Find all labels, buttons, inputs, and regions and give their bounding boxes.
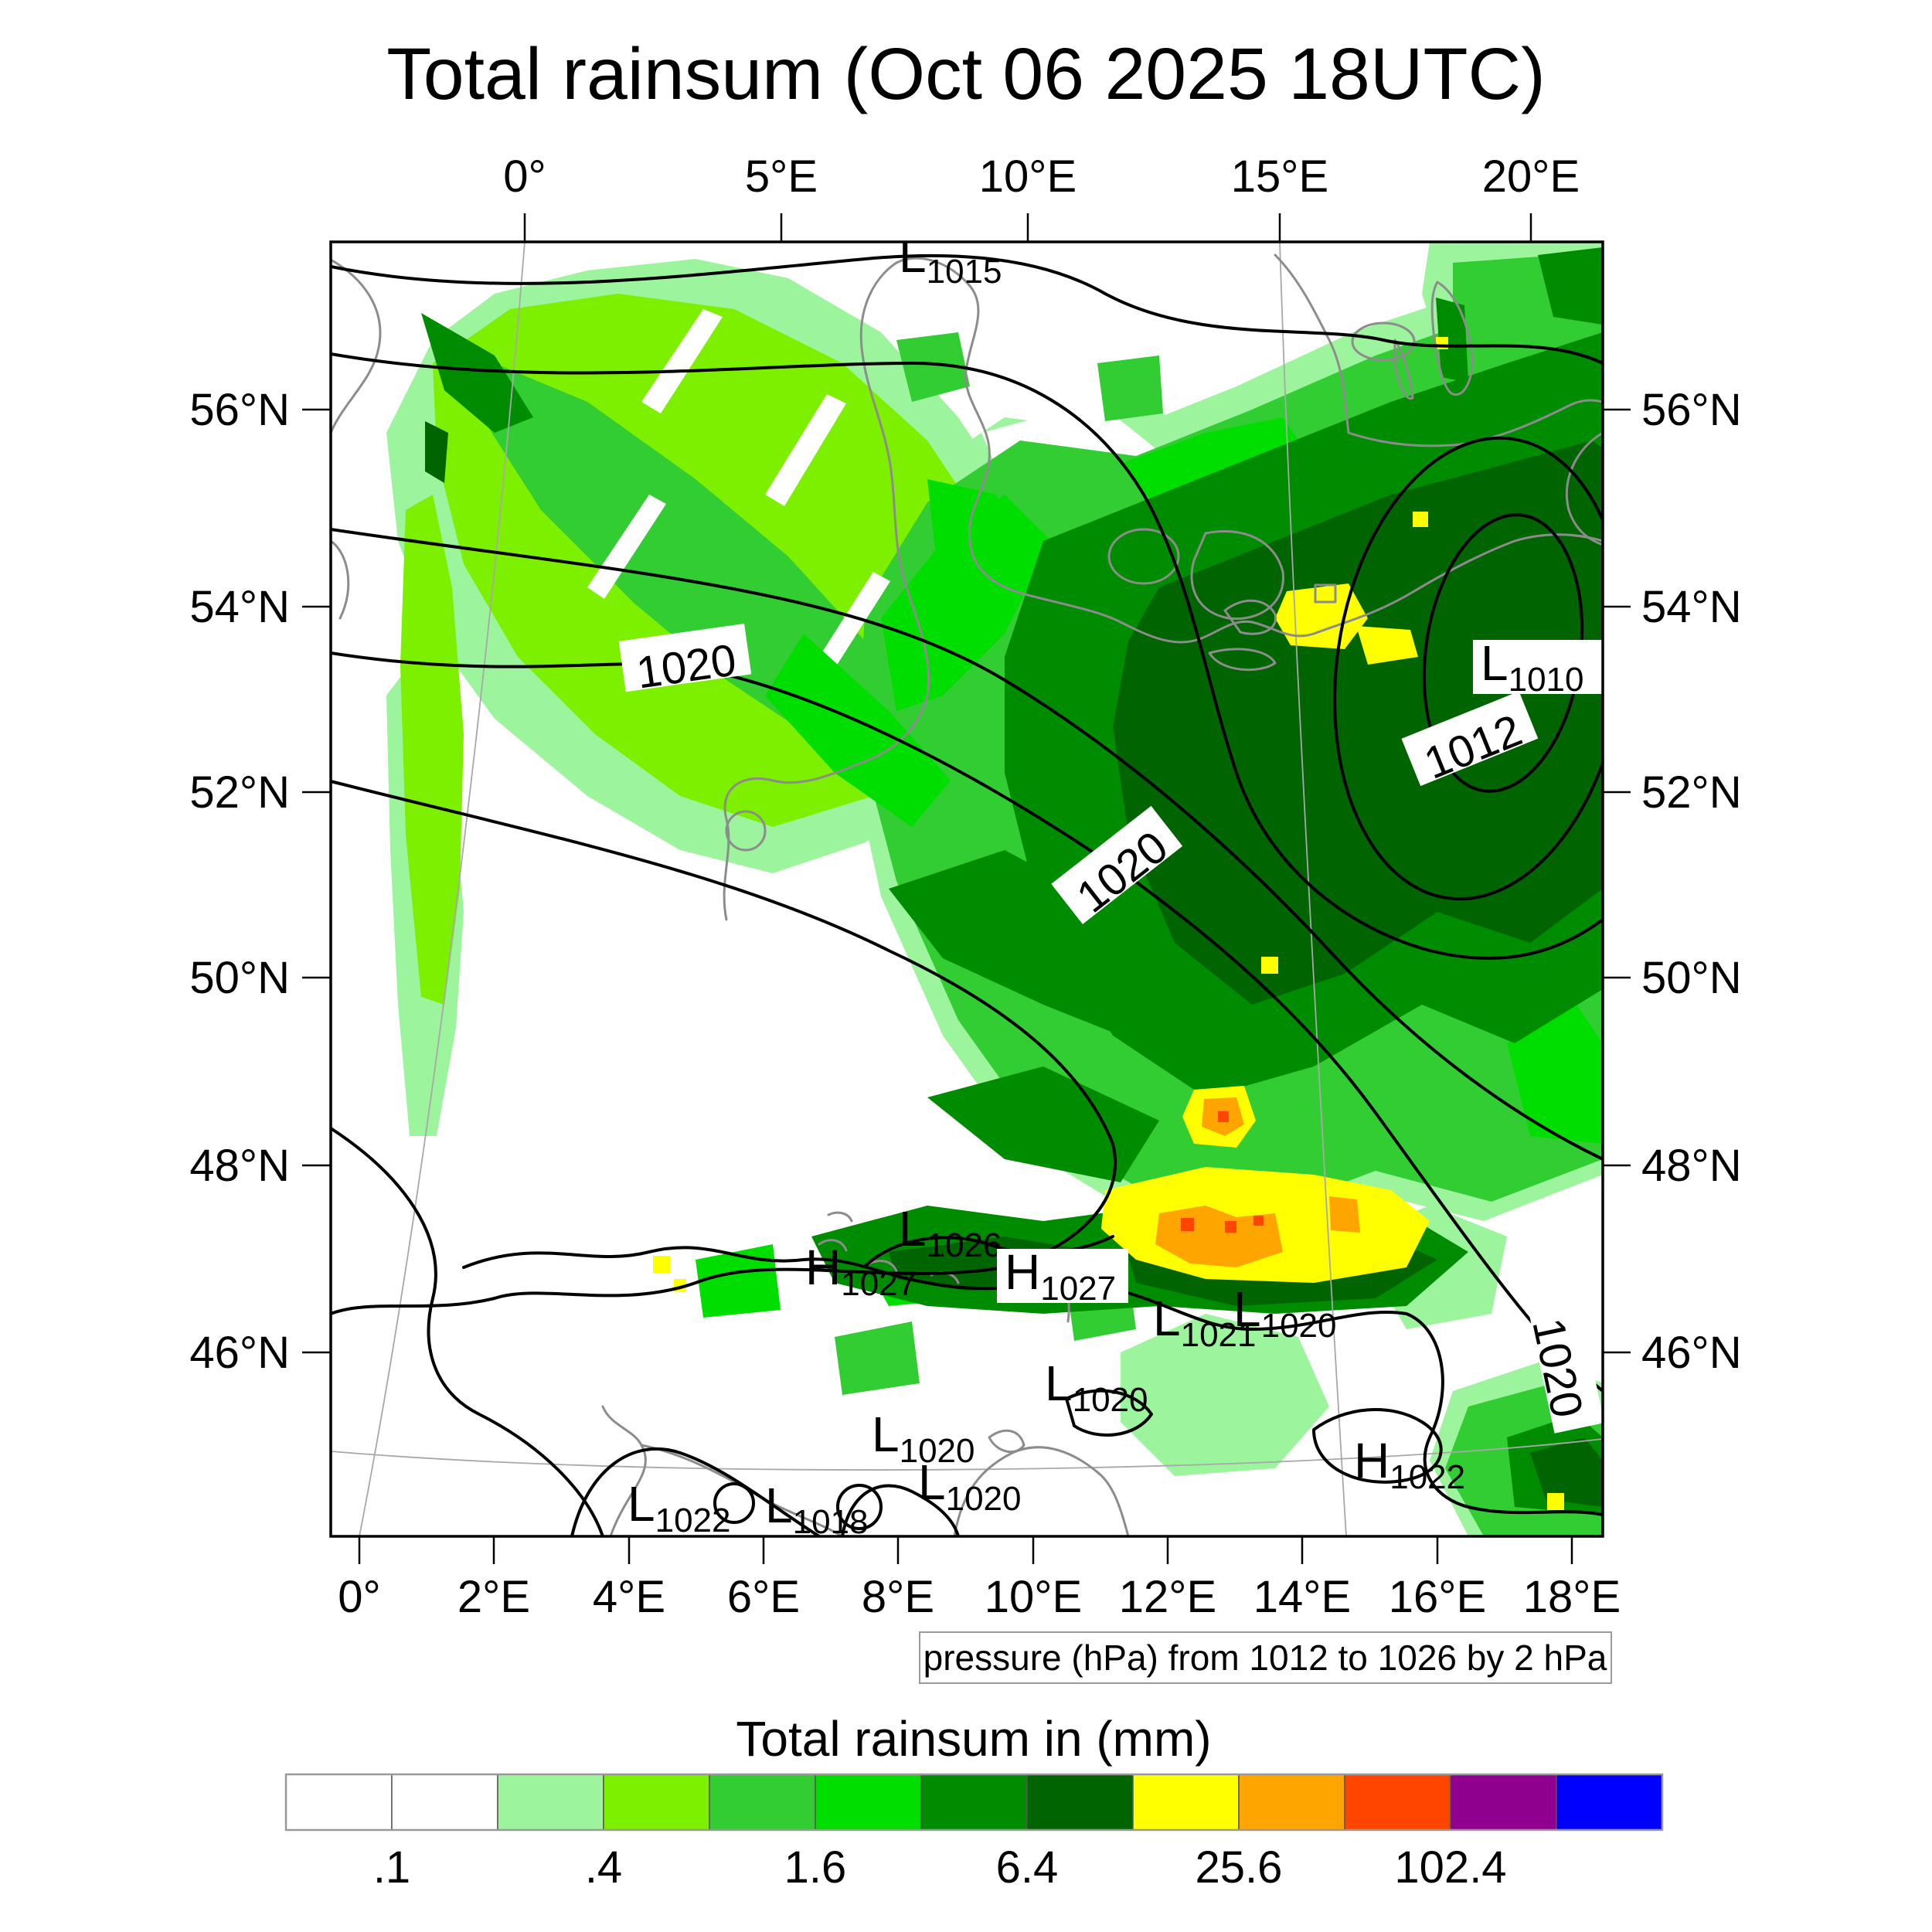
pressure-center-l1026: L1026 — [899, 1201, 1002, 1264]
pressure-note-text: pressure (hPa) from 1012 to 1026 by 2 hP… — [923, 1638, 1607, 1678]
map-frame — [329, 240, 1604, 1538]
left-tick-label: 52°N — [189, 767, 290, 818]
pressure-center-l1015: L1015 — [899, 227, 1002, 291]
svg-text:L1022: L1022 — [628, 1476, 730, 1539]
bottom-tick-label: 4°E — [593, 1572, 665, 1622]
svg-text:L1020: L1020 — [1233, 1281, 1336, 1345]
left-tick-label: 48°N — [189, 1141, 290, 1191]
svg-text:H1027: H1027 — [805, 1240, 917, 1303]
bottom-tick-label: 16°E — [1389, 1572, 1486, 1622]
colorbar-cell — [603, 1774, 710, 1831]
axis-top: 0° 5°E 10°E 15°E 20°E — [503, 151, 1580, 242]
left-tick-label: 54°N — [189, 582, 290, 632]
bottom-tick-label: 14°E — [1253, 1572, 1351, 1622]
pressure-center-l1020: L1020 — [872, 1406, 975, 1470]
axis-right: 56°N 54°N 52°N 50°N 48°N 46°N — [1603, 385, 1742, 1378]
colorbar-cell — [1556, 1774, 1663, 1831]
pressure-center-l1020: L1020 — [918, 1454, 1021, 1518]
colorbar-cell — [1132, 1774, 1240, 1831]
colorbar-labels: .1 .4 1.6 6.4 25.6 102.4 — [373, 1842, 1507, 1893]
left-tick-label: 56°N — [189, 385, 290, 435]
colorbar-tick-label: 102.4 — [1394, 1842, 1506, 1893]
colorbar-border — [284, 1773, 1664, 1832]
right-tick-label: 48°N — [1641, 1141, 1742, 1191]
colorbar-tick-label: 25.6 — [1196, 1842, 1283, 1893]
pressure-center-l1022: L1022 — [628, 1476, 730, 1539]
bottom-tick-label: 8°E — [862, 1572, 934, 1622]
top-tick-label: 10°E — [979, 151, 1077, 202]
svg-text:L1020: L1020 — [918, 1454, 1021, 1518]
pressure-center-l1010: L1010 — [1473, 635, 1603, 699]
bottom-tick-label: 6°E — [727, 1572, 800, 1622]
colorbar-cell — [815, 1774, 922, 1831]
axis-left: 56°N 54°N 52°N 50°N 48°N 46°N — [189, 385, 331, 1378]
svg-text:L1018: L1018 — [765, 1478, 868, 1541]
colorbar-cell — [920, 1774, 1028, 1831]
left-tick-label: 46°N — [189, 1328, 290, 1378]
colorbar-tick-label: 6.4 — [996, 1842, 1059, 1893]
axis-bottom: 0° 2°E 4°E 6°E 8°E 10°E 12°E 14°E 16°E 18°E — [338, 1536, 1621, 1622]
pressure-center-l1020: L1020 — [1233, 1281, 1336, 1345]
right-tick-label: 56°N — [1641, 385, 1742, 435]
colorbar-cell — [285, 1774, 393, 1831]
colorbar-title: Total rainsum in (mm) — [736, 1711, 1211, 1767]
colorbar-cell — [1026, 1774, 1134, 1831]
pressure-note-box: pressure (hPa) from 1012 to 1026 by 2 hP… — [919, 1631, 1612, 1684]
colorbar-cell — [709, 1774, 816, 1831]
colorbar-cell — [1450, 1774, 1557, 1831]
right-tick-label: 52°N — [1641, 767, 1742, 818]
svg-text:L1021: L1021 — [1153, 1291, 1256, 1354]
colorbar-tick-label: .1 — [373, 1842, 410, 1893]
pressure-center-l1018: L1018 — [765, 1478, 868, 1541]
graticule — [331, 242, 1603, 1536]
contour-label-1020: 1020 — [618, 624, 752, 699]
svg-text:H1022: H1022 — [1354, 1433, 1465, 1496]
colorbar-tick-label: .4 — [585, 1842, 622, 1893]
right-tick-label: 46°N — [1641, 1328, 1742, 1378]
colorbar-cell — [497, 1774, 604, 1831]
top-tick-label: 5°E — [745, 151, 818, 202]
pressure-center-l1021: L1021 — [1153, 1291, 1256, 1354]
left-tick-label: 50°N — [189, 953, 290, 1003]
top-tick-label: 0° — [503, 151, 546, 202]
rain-shading — [386, 242, 1603, 1536]
bottom-tick-label: 18°E — [1523, 1572, 1621, 1622]
svg-text:H1027: H1027 — [1005, 1244, 1116, 1308]
svg-text:L1010: L1010 — [1481, 635, 1583, 699]
pressure-center-h1027: H1027 — [997, 1244, 1128, 1308]
page-title: Total rainsum (Oct 06 2025 18UTC) — [386, 33, 1546, 115]
top-tick-label: 15°E — [1231, 151, 1328, 202]
pressure-center-h1027: H1027 — [805, 1240, 917, 1303]
bottom-tick-label: 2°E — [457, 1572, 530, 1622]
right-tick-label: 50°N — [1641, 953, 1742, 1003]
colorbar-cell — [1238, 1774, 1345, 1831]
bottom-tick-label: 12°E — [1119, 1572, 1216, 1622]
top-tick-label: 20°E — [1482, 151, 1580, 202]
pressure-center-l1020: L1020 — [1045, 1355, 1148, 1419]
bottom-tick-label: 0° — [338, 1572, 380, 1622]
svg-text:L1026: L1026 — [899, 1201, 1002, 1264]
svg-text:L1020: L1020 — [1045, 1355, 1148, 1419]
pressure-center-h1022: H1022 — [1354, 1433, 1465, 1496]
colorbar — [284, 1773, 1664, 1832]
bottom-tick-label: 10°E — [985, 1572, 1082, 1622]
right-tick-label: 54°N — [1641, 582, 1742, 632]
colorbar-tick-label: 1.6 — [784, 1842, 847, 1893]
svg-text:L1015: L1015 — [899, 227, 1002, 291]
colorbar-cell — [1344, 1774, 1451, 1831]
colorbar-cell — [391, 1774, 498, 1831]
svg-text:L1020: L1020 — [872, 1406, 975, 1470]
